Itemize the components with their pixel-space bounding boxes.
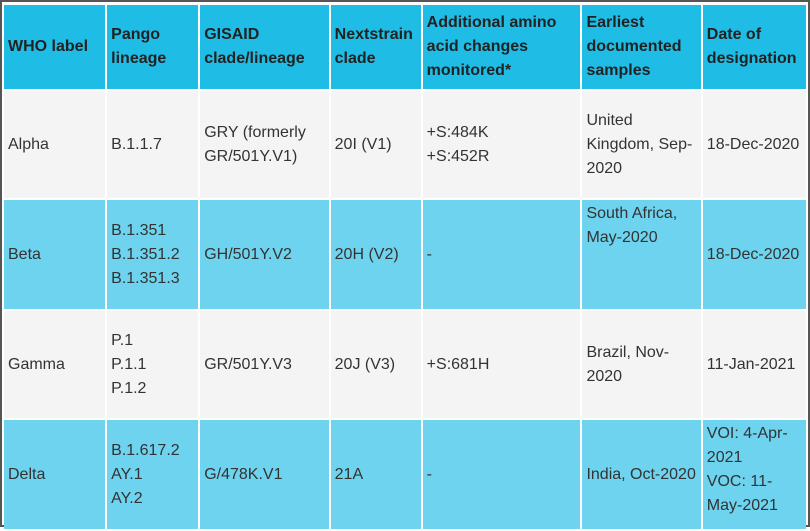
nextstrain-cell: 20H (V2) (330, 200, 423, 311)
date-item: 18-Dec-2020 (706, 135, 800, 153)
variants-table: WHO label Pango lineage GISAID clade/lin… (4, 5, 806, 531)
amino-acid-cell: +S:681H (422, 311, 583, 420)
header-who-label: WHO label (4, 5, 108, 91)
table-row: Gamma P.1 P.1.1 P.1.2 GR/501Y.V3 20J (V3… (4, 311, 806, 420)
pango-item: B.1.351 (111, 221, 167, 239)
table-row: Beta B.1.351 B.1.351.2 B.1.351.3 GH/501Y… (4, 200, 806, 311)
amino-acid-item: +S:452R (426, 147, 490, 165)
earliest-samples-cell: Brazil, Nov-2020 (582, 311, 703, 420)
amino-acid-cell: - (422, 420, 583, 531)
date-cell: 18-Dec-2020 (702, 91, 806, 200)
pango-item: B.1.351.2 (111, 245, 180, 263)
amino-acid-cell: +S:484K +S:452R (422, 91, 583, 200)
who-label-cell: Delta (4, 420, 108, 531)
pango-item: P.1.1 (111, 355, 147, 373)
date-cell: 11-Jan-2021 (702, 311, 806, 420)
earliest-samples-cell: United Kingdom, Sep-2020 (582, 91, 703, 200)
pango-cell: B.1.617.2 AY.1 AY.2 (107, 420, 201, 531)
date-item: VOC: 11-May-2021 (706, 473, 778, 514)
gisaid-cell: GRY (formerly GR/501Y.V1) (200, 91, 331, 200)
pango-item: B.1.1.7 (111, 135, 162, 153)
pango-item: B.1.351.3 (111, 269, 180, 287)
header-gisaid: GISAID clade/lineage (200, 5, 331, 91)
pango-cell: B.1.351 B.1.351.2 B.1.351.3 (107, 200, 201, 311)
date-item: VOI: 4-Apr-2021 (706, 425, 788, 466)
who-label-cell: Beta (4, 200, 108, 311)
header-date: Date of designation (702, 5, 806, 91)
who-label-cell: Gamma (4, 311, 108, 420)
nextstrain-cell: 20J (V3) (330, 311, 423, 420)
pango-cell: P.1 P.1.1 P.1.2 (107, 311, 201, 420)
earliest-samples-cell: South Africa, May-2020 (582, 200, 703, 311)
pango-item: P.1.2 (111, 379, 147, 397)
who-label-cell: Alpha (4, 91, 108, 200)
pango-item: AY.1 (111, 465, 143, 483)
header-pango-lineage: Pango lineage (107, 5, 201, 91)
pango-item: P.1 (111, 331, 134, 349)
amino-acid-cell: - (422, 200, 583, 311)
pango-item: AY.2 (111, 489, 143, 507)
table-row: Alpha B.1.1.7 GRY (formerly GR/501Y.V1) … (4, 91, 806, 200)
amino-acid-item: - (426, 465, 432, 483)
header-row: WHO label Pango lineage GISAID clade/lin… (4, 5, 806, 91)
gisaid-cell: G/478K.V1 (200, 420, 331, 531)
amino-acid-item: - (426, 245, 432, 263)
pango-item: B.1.617.2 (111, 441, 180, 459)
date-cell: VOI: 4-Apr-2021 VOC: 11-May-2021 (702, 420, 806, 531)
gisaid-cell: GR/501Y.V3 (200, 311, 331, 420)
nextstrain-cell: 20I (V1) (330, 91, 423, 200)
date-item: 11-Jan-2021 (706, 355, 796, 373)
amino-acid-item: +S:484K (426, 123, 489, 141)
header-earliest-samples: Earliest documented samples (582, 5, 703, 91)
date-item: 18-Dec-2020 (706, 245, 800, 263)
pango-cell: B.1.1.7 (107, 91, 201, 200)
table-row: Delta B.1.617.2 AY.1 AY.2 G/478K.V1 21A … (4, 420, 806, 531)
nextstrain-cell: 21A (330, 420, 423, 531)
header-amino-acid: Additional amino acid changes monitored* (422, 5, 583, 91)
date-cell: 18-Dec-2020 (702, 200, 806, 311)
earliest-samples-cell: India, Oct-2020 (582, 420, 703, 531)
amino-acid-item: +S:681H (426, 355, 490, 373)
gisaid-cell: GH/501Y.V2 (200, 200, 331, 311)
header-nextstrain: Nextstrain clade (330, 5, 423, 91)
